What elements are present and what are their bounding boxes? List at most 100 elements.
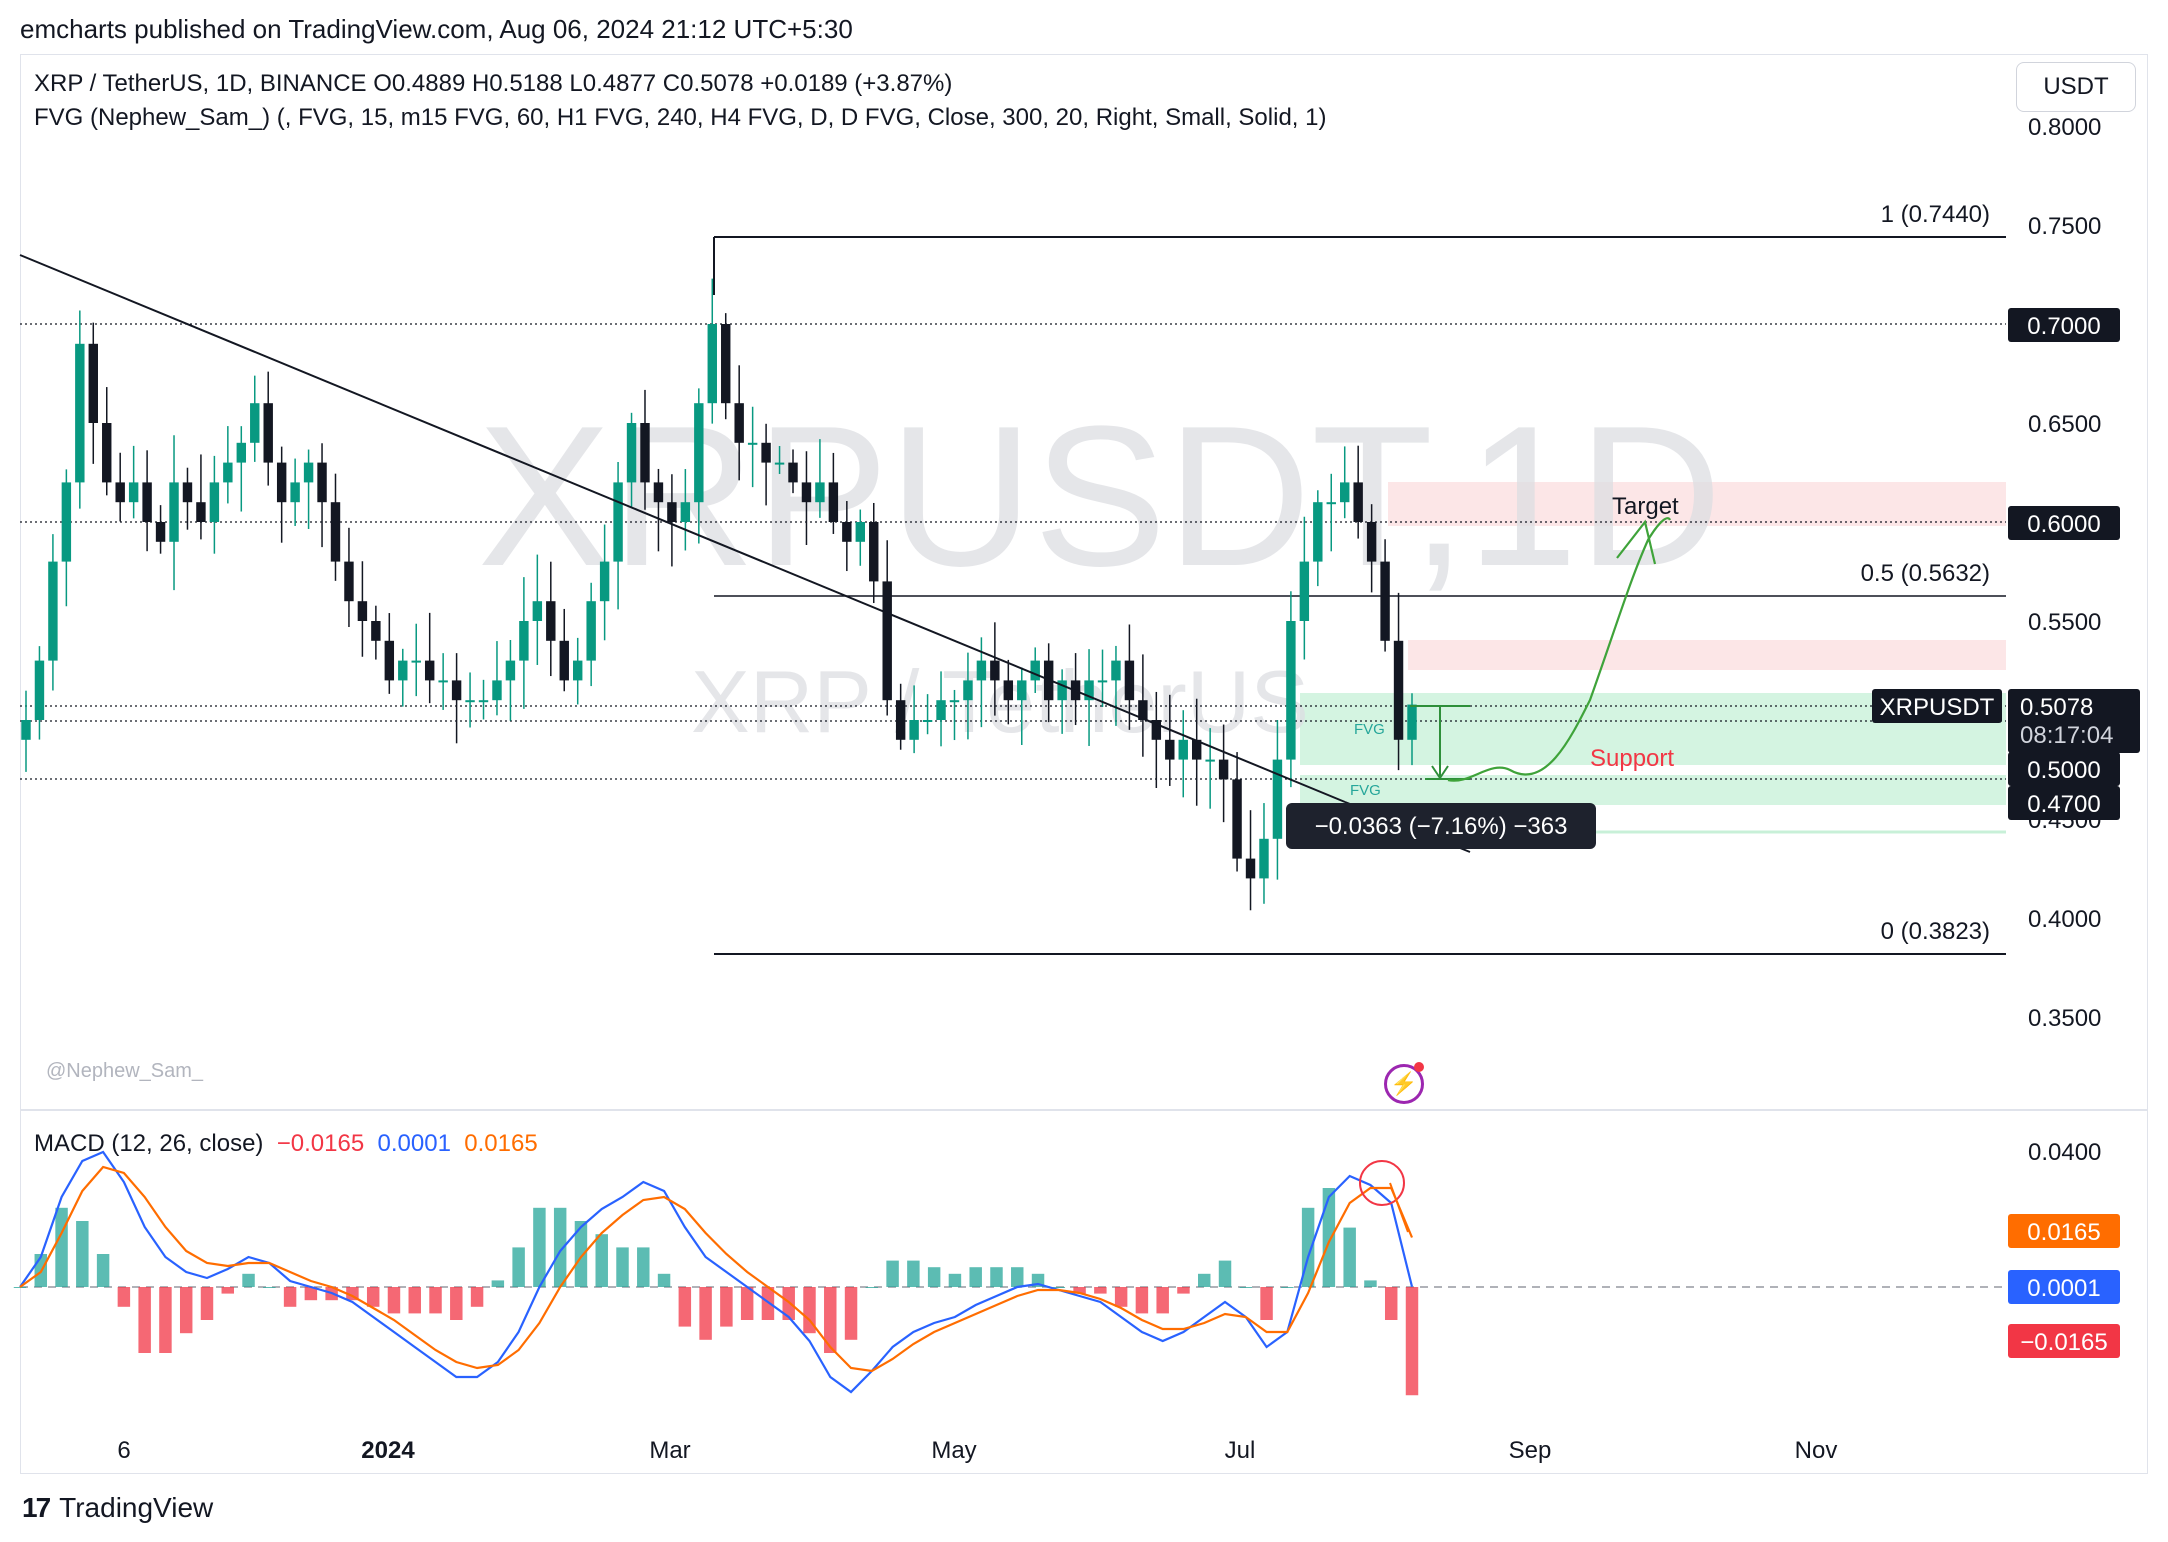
macd-legend[interactable]: MACD (12, 26, close) −0.0165 0.0001 0.01… <box>34 1130 538 1158</box>
candle-body <box>949 700 960 703</box>
candle-body <box>424 660 435 681</box>
hist-badge: −0.0165 <box>2020 1329 2107 1356</box>
candle-body <box>75 343 85 483</box>
symbol-tag: XRPUSDT <box>1880 694 1995 721</box>
macd-hist-bar <box>720 1287 733 1327</box>
fvg-zone-green-lower <box>1300 775 2006 805</box>
price-tick-1: 0.7500 <box>2028 213 2101 240</box>
symbol-legend[interactable]: XRP / TetherUS, 1D, BINANCE O0.4889 H0.5… <box>34 70 953 97</box>
signal-line <box>19 1165 1414 1373</box>
footer-brand-text: TradingView <box>59 1492 214 1523</box>
badge-0-5000-bg <box>2008 752 2120 786</box>
signal-badge: 0.0165 <box>2027 1219 2100 1246</box>
macd-hist-bar <box>740 1287 754 1320</box>
candle-body <box>263 403 273 463</box>
measure-tooltip-text: −0.0363 (−7.16%) −363 <box>1315 813 1568 840</box>
macd-hist-bar <box>1177 1287 1190 1294</box>
candle-body <box>922 720 933 722</box>
macd-hist-bar <box>1281 1287 1294 1288</box>
macd-hist-bar <box>844 1287 858 1340</box>
candle-body <box>747 442 758 445</box>
symbol-tag-bg <box>1872 689 2002 723</box>
macd-hist-bar <box>1094 1287 1107 1294</box>
candle-body <box>88 343 98 423</box>
indicator-legend[interactable]: FVG (Nephew_Sam_) (, FVG, 15, m15 FVG, 6… <box>34 104 1327 131</box>
time-tick-1: 2024 <box>361 1437 415 1464</box>
candle-body <box>1178 739 1188 760</box>
candle-body <box>303 462 314 483</box>
candle-body <box>909 720 919 740</box>
candle-body <box>640 423 650 483</box>
time-axis: 6 2024 Mar May Jul Sep Nov <box>117 1437 1837 1464</box>
candle-body <box>788 462 798 483</box>
macd-hist-bar <box>1052 1287 1066 1288</box>
badge-0-6000-bg <box>2008 506 2120 540</box>
time-tick-3: May <box>931 1437 976 1464</box>
candle-body <box>1366 522 1377 562</box>
countdown: 08:17:04 <box>2020 722 2113 749</box>
macd-tick-0-04: 0.0400 <box>2028 1139 2101 1166</box>
candle-body <box>653 482 664 503</box>
last-price-bg <box>2008 689 2140 753</box>
hist-badge-bg <box>2008 1324 2120 1358</box>
candle-body <box>1380 561 1390 641</box>
candle-body <box>667 502 677 522</box>
macd-line <box>19 1150 1414 1394</box>
macd-hist-bar <box>1239 1287 1253 1288</box>
macd-legend-macd: 0.0001 <box>377 1130 451 1157</box>
candle-body <box>1218 759 1229 780</box>
candle-body <box>882 581 892 701</box>
flash-icon[interactable]: ⚡ <box>1384 1064 1424 1104</box>
macd-hist-bar <box>491 1280 505 1287</box>
watermark-symbol: XRPUSDT,1D <box>478 385 1723 608</box>
macd-hist-bar <box>366 1287 380 1307</box>
macd-hist-bar <box>1073 1287 1086 1294</box>
macd-hist-bar <box>595 1234 608 1287</box>
signal-arrow <box>1389 1182 1409 1233</box>
currency-button[interactable]: USDT <box>2016 62 2136 112</box>
fvg-zone-red-upper <box>1388 482 2006 526</box>
candle-body <box>842 522 852 542</box>
price-axis: 0.80000.75000.65000.55000.45000.40000.35… <box>2028 114 2101 1032</box>
candle-body <box>1151 720 1162 740</box>
macd-hist-bar <box>387 1287 401 1314</box>
macd-hist-bar <box>221 1287 234 1294</box>
candle-body <box>128 482 139 503</box>
candle-body <box>209 482 220 522</box>
macd-hist-bar <box>1156 1287 1169 1314</box>
candle-body <box>451 680 462 701</box>
footer-brand[interactable]: 17 TradingView <box>22 1492 213 1524</box>
candle-body <box>1057 680 1067 701</box>
macd-hist-bar <box>1135 1287 1149 1314</box>
signal-badge-bg <box>2008 1214 2120 1248</box>
badge-0-5000: 0.5000 <box>2027 757 2100 784</box>
macd-hist-bar <box>1364 1280 1377 1287</box>
candle-body <box>196 502 206 522</box>
last-price: 0.5078 <box>2020 694 2093 721</box>
macd-hist-bar <box>824 1287 837 1353</box>
macd-badge-bg <box>2008 1270 2120 1304</box>
crossover-circle <box>1359 1160 1405 1206</box>
candle-body <box>519 621 529 661</box>
candle-body <box>774 462 785 465</box>
macd-hist-bar <box>159 1287 172 1353</box>
macd-hist-bar <box>907 1260 920 1287</box>
candle-body <box>61 482 72 562</box>
candle-body <box>761 442 771 463</box>
macd-hist-bar <box>865 1287 879 1288</box>
macd-hist-bar <box>948 1273 962 1287</box>
candle-body <box>1165 739 1175 760</box>
macd-axis: 0.0400 0.0165 0.0001 −0.0165 <box>2008 1139 2120 1358</box>
macd-hist-bar <box>533 1207 546 1287</box>
descending-trendline <box>19 254 1346 803</box>
candle-body <box>21 720 31 740</box>
candle-body <box>1017 680 1027 701</box>
candle-body <box>1191 739 1202 760</box>
candle-body <box>815 482 825 503</box>
candle-body <box>465 700 475 703</box>
candle-body <box>869 522 879 582</box>
projection-arrowhead <box>1616 519 1657 565</box>
macd-legend-label: MACD (12, 26, close) <box>34 1130 264 1157</box>
candle-body <box>492 680 502 701</box>
